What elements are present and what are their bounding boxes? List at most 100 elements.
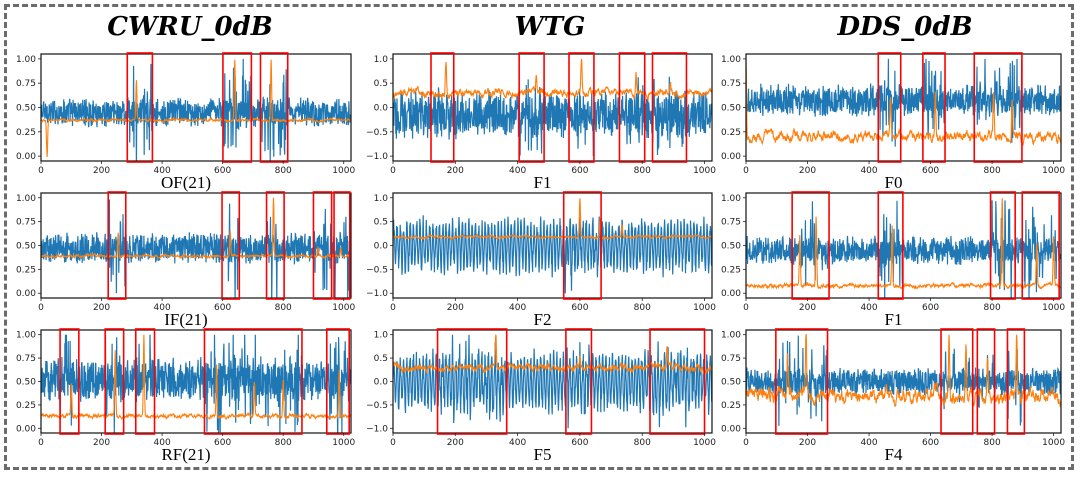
highlight-box (259, 52, 289, 163)
highlight-box (222, 52, 253, 163)
highlight-box (59, 328, 80, 435)
x-tick-label: 800 (634, 166, 651, 176)
y-tick-label: 0.50 (721, 104, 741, 114)
x-tick-label: 0 (38, 166, 44, 176)
subplot-label: F2 (534, 310, 552, 329)
y-tick-label: 0.5 (374, 354, 388, 364)
y-tick-label: 0.75 (16, 354, 36, 364)
highlight-box (104, 328, 125, 435)
y-tick-label: 0.0 (374, 242, 389, 252)
y-tick-label: 0.25 (721, 401, 741, 411)
highlight-box (775, 328, 829, 435)
column-title-dds: DDS_0dB (837, 12, 973, 42)
attention-line (393, 198, 712, 241)
highlight-box (325, 328, 350, 435)
highlight-box (618, 52, 646, 163)
x-tick-label: 800 (984, 303, 1001, 313)
x-tick-label: 0 (390, 438, 396, 448)
highlight-box (1021, 191, 1060, 300)
y-tick-label: 0.50 (16, 378, 36, 388)
attention-line (41, 197, 351, 260)
highlight-box (126, 52, 154, 163)
y-tick-label: 0.75 (721, 79, 741, 89)
x-tick-label: 400 (154, 303, 171, 313)
y-tick-label: 0.5 (374, 79, 388, 89)
highlight-box (203, 328, 303, 435)
signal-line (746, 58, 1061, 147)
attention-line (41, 59, 351, 158)
attention-line (41, 334, 351, 421)
subplot-wtg-f1: 0 200 400 600 800 1000 −1.0 −0.5 0.0 0.5 1.0 F1 (366, 52, 716, 192)
y-tick-label: 0.00 (16, 424, 36, 434)
highlight-box (107, 191, 127, 300)
y-tick-label: −0.5 (366, 401, 388, 411)
signal-line (41, 334, 351, 433)
x-tick-label: 800 (984, 438, 1001, 448)
signal-line (393, 334, 712, 429)
x-tick-label: 800 (634, 438, 651, 448)
y-tick-label: 1.00 (16, 331, 36, 341)
y-tick-label: 0.00 (721, 152, 741, 162)
highlight-box (265, 191, 285, 300)
subplot-cwru_0db-of21: 0 200 400 600 800 1000 0.00 0.25 0.50 0.75 1.00 OF(… (16, 52, 355, 192)
highlight-box (649, 328, 706, 435)
attention-line (393, 334, 712, 377)
y-tick-label: 0.50 (16, 104, 36, 114)
x-tick-label: 200 (447, 303, 464, 313)
y-tick-label: 1.00 (721, 55, 741, 65)
y-tick-label: 0.50 (721, 378, 741, 388)
y-tick-label: 1.0 (374, 331, 389, 341)
x-tick-label: 600 (922, 438, 939, 448)
subplot-dds_0db-f4: 0 200 400 600 800 1000 0.00 0.25 0.50 0.75 1.00 F4 (721, 328, 1065, 464)
x-tick-label: 800 (275, 438, 292, 448)
x-tick-label: 200 (93, 303, 110, 313)
subplot-label: F5 (534, 445, 552, 464)
y-tick-label: −1.0 (366, 152, 388, 162)
highlight-box (1006, 328, 1026, 435)
x-tick-label: 400 (509, 166, 526, 176)
x-tick-label: 400 (509, 438, 526, 448)
x-tick-label: 800 (984, 166, 1001, 176)
y-tick-label: 0.25 (721, 128, 741, 138)
x-tick-label: 200 (799, 303, 816, 313)
signal-line (746, 335, 1061, 426)
y-tick-label: 1.0 (374, 194, 389, 204)
x-tick-label: 600 (214, 303, 231, 313)
highlight-box (565, 328, 593, 435)
x-tick-label: 0 (390, 303, 396, 313)
subplot-label: F1 (534, 173, 552, 192)
y-tick-label: 0.00 (16, 152, 36, 162)
subplot-dds_0db-f1: 0 200 400 600 800 1000 0.00 0.25 0.50 0.75 1.00 F1 (721, 191, 1065, 329)
x-tick-label: 1000 (1042, 438, 1065, 448)
x-tick-label: 800 (634, 303, 651, 313)
highlight-box (518, 52, 545, 163)
subplot-cwru_0db-rf21: 0 200 400 600 800 1000 0.00 0.25 0.50 0.75 1.00 RF(… (16, 328, 355, 464)
subplot-dds_0db-f0: 0 200 400 600 800 1000 0.00 0.25 0.50 0.75 1.00 F0 (721, 52, 1065, 192)
x-tick-label: 1000 (1042, 303, 1065, 313)
y-tick-label: 0.50 (721, 242, 741, 252)
x-tick-label: 600 (571, 438, 588, 448)
x-tick-label: 400 (860, 438, 877, 448)
x-tick-label: 400 (509, 303, 526, 313)
attention-line (746, 334, 1061, 409)
x-tick-label: 400 (154, 438, 171, 448)
subplot-wtg-f5: 0 200 400 600 800 1000 −1.0 −0.5 0.0 0.5 1.0 F5 (366, 328, 716, 464)
x-tick-label: 0 (743, 166, 749, 176)
subplot-label: RF(21) (161, 445, 210, 464)
y-tick-label: −0.5 (366, 128, 388, 138)
highlight-box (562, 191, 602, 300)
highlight-box (877, 52, 902, 163)
column-title-wtg: WTG (514, 12, 586, 42)
y-tick-label: −1.0 (366, 289, 388, 299)
highlight-box (791, 191, 830, 300)
y-tick-label: −1.0 (366, 424, 388, 434)
highlight-box (877, 191, 904, 300)
y-tick-label: 0.0 (374, 378, 389, 388)
x-tick-label: 400 (154, 166, 171, 176)
x-tick-label: 800 (275, 303, 292, 313)
subplot-label: F1 (885, 310, 903, 329)
highlight-box (922, 52, 946, 163)
x-tick-label: 0 (390, 166, 396, 176)
figure-border (4, 4, 1074, 470)
